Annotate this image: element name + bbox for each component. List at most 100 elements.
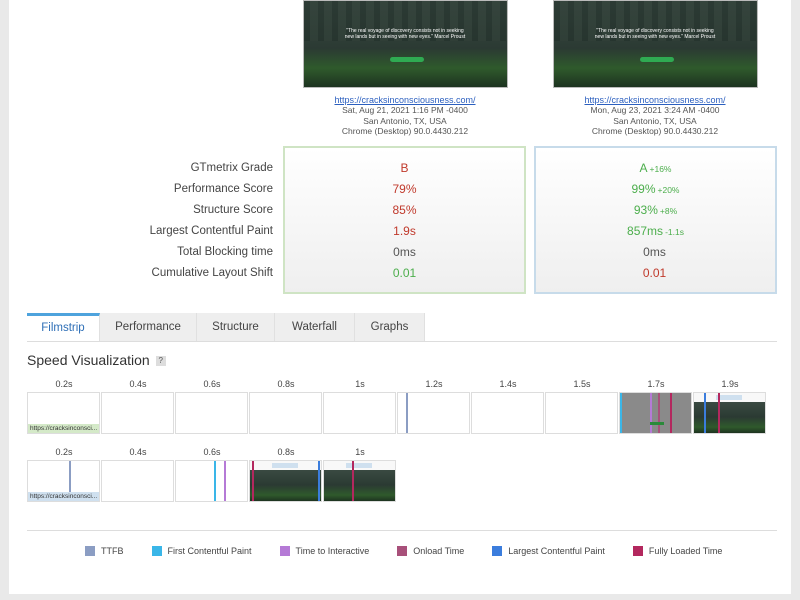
frame-time: 0.8s bbox=[277, 447, 295, 457]
filmstrip-frame[interactable] bbox=[471, 392, 544, 434]
metric-label-grade: GTmetrix Grade bbox=[190, 162, 273, 174]
filmstrip-frame[interactable] bbox=[545, 392, 618, 434]
screenshot-quote: "The real voyage of discovery consists n… bbox=[594, 28, 716, 40]
filmstrip-frame[interactable] bbox=[619, 392, 692, 434]
filmstrip-frame[interactable] bbox=[397, 392, 470, 434]
timing-legend: TTFB First Contentful Paint Time to Inte… bbox=[85, 546, 750, 556]
filmstrip-frame[interactable] bbox=[175, 460, 248, 502]
score-after-grade: A +16% bbox=[536, 158, 775, 179]
frame-time: 0.2s bbox=[55, 379, 73, 389]
score-delta: +20% bbox=[657, 185, 680, 195]
metric-label-performance: Performance Score bbox=[173, 183, 273, 195]
filmstrip-frame[interactable] bbox=[101, 460, 174, 502]
score-after-lcp: 857ms -1.1s bbox=[536, 221, 775, 242]
score-before-grade: B bbox=[285, 158, 524, 179]
score-before-lcp: 1.9s bbox=[285, 221, 524, 242]
tab-waterfall[interactable]: Waterfall bbox=[275, 313, 355, 341]
legend-fcp: First Contentful Paint bbox=[151, 546, 252, 556]
score-delta: -1.1s bbox=[665, 227, 684, 237]
filmstrip-frame[interactable] bbox=[249, 392, 322, 434]
score-after-structure: 93% +8% bbox=[536, 200, 775, 221]
score-before-tbt: 0ms bbox=[285, 242, 524, 263]
report-before-screenshot: "The real voyage of discovery consists n… bbox=[302, 0, 508, 88]
fully-loaded-marker bbox=[352, 461, 354, 501]
frame-time: 0.4s bbox=[129, 447, 147, 457]
report-after-url-link[interactable]: https://cracksinconsciousness.com/ bbox=[584, 95, 726, 105]
score-value: 99% bbox=[631, 182, 656, 196]
legend-fully-loaded: Fully Loaded Time bbox=[632, 546, 722, 556]
legend-label: TTFB bbox=[101, 546, 124, 556]
score-after-tbt: 0ms bbox=[536, 242, 775, 263]
legend-swatch bbox=[85, 546, 95, 556]
legend-ttfb: TTFB bbox=[85, 546, 124, 556]
score-value: 857ms bbox=[627, 224, 664, 238]
report-after-date: Mon, Aug 23, 2021 3:24 AM -0400 bbox=[590, 105, 720, 115]
ttfb-marker bbox=[69, 461, 71, 501]
tti-marker bbox=[650, 393, 652, 433]
score-value: 79% bbox=[392, 182, 417, 196]
speed-visualization-heading: Speed Visualization? bbox=[27, 352, 166, 368]
legend-swatch bbox=[492, 546, 503, 556]
score-after-cls: 0.01 bbox=[536, 263, 775, 284]
screenshot-quote: "The real voyage of discovery consists n… bbox=[344, 28, 466, 40]
scores-after-box: A +16% 99% +20% 93% +8% 857ms -1.1s 0ms 0.01 bbox=[534, 146, 777, 294]
legend-swatch bbox=[279, 546, 290, 556]
legend-swatch bbox=[151, 546, 162, 556]
lcp-marker bbox=[318, 461, 320, 501]
lcp-marker bbox=[704, 393, 706, 433]
report-before: "The real voyage of discovery consists n… bbox=[300, 0, 510, 137]
filmstrip-frame[interactable] bbox=[323, 460, 396, 502]
report-after-screenshot: "The real voyage of discovery consists n… bbox=[552, 0, 758, 88]
filmstrip-frame[interactable] bbox=[323, 392, 396, 434]
score-before-cls: 0.01 bbox=[285, 263, 524, 284]
filmstrip-2-times: 0.2s 0.4s 0.6s 0.8s 1s bbox=[27, 447, 397, 457]
frame-time: 1.7s bbox=[647, 379, 665, 389]
score-value: 0.01 bbox=[642, 266, 667, 280]
score-before-structure: 85% bbox=[285, 200, 524, 221]
frame-time: 1s bbox=[355, 379, 365, 389]
tab-performance[interactable]: Performance bbox=[100, 313, 197, 341]
legend-label: Largest Contentful Paint bbox=[508, 546, 605, 556]
filmstrip-1: https://cracksinconsci... bbox=[27, 392, 767, 434]
filmstrip-frame[interactable] bbox=[175, 392, 248, 434]
frame-time: 0.6s bbox=[203, 379, 221, 389]
report-comparison-page: "The real voyage of discovery consists n… bbox=[9, 0, 791, 594]
report-after: "The real voyage of discovery consists n… bbox=[550, 0, 760, 137]
fully-loaded-marker bbox=[252, 461, 254, 501]
tab-divider bbox=[27, 341, 777, 342]
score-delta: +8% bbox=[659, 206, 678, 216]
score-value: 0ms bbox=[393, 245, 416, 259]
filmstrip-1-times: 0.2s 0.4s 0.6s 0.8s 1s 1.2s 1.4s 1.5s 1.… bbox=[27, 379, 767, 389]
frame-time: 0.4s bbox=[129, 379, 147, 389]
frame-time: 1s bbox=[355, 447, 365, 457]
screenshot-button bbox=[389, 57, 424, 62]
site-logo bbox=[716, 395, 742, 400]
frame-time: 1.9s bbox=[721, 379, 739, 389]
site-logo bbox=[272, 463, 298, 468]
forest-background bbox=[553, 1, 757, 41]
report-before-url-link[interactable]: https://cracksinconsciousness.com/ bbox=[334, 95, 476, 105]
help-icon[interactable]: ? bbox=[155, 356, 166, 366]
metric-label-lcp: Largest Contentful Paint bbox=[149, 225, 273, 237]
fully-loaded-marker bbox=[670, 393, 672, 433]
filmstrip-frame[interactable] bbox=[249, 460, 322, 502]
metric-label-tbt: Total Blocking time bbox=[177, 246, 273, 258]
score-value: 1.9s bbox=[393, 224, 416, 238]
site-logo bbox=[346, 463, 372, 468]
scores-before-rows: B 79% 85% 1.9s 0ms 0.01 bbox=[285, 158, 524, 284]
tab-structure[interactable]: Structure bbox=[197, 313, 275, 341]
filmstrip-frame[interactable]: https://cracksinconsci... bbox=[27, 392, 100, 434]
filmstrip-frame[interactable]: https://cracksinconsci... bbox=[27, 460, 100, 502]
filmstrip-frame[interactable] bbox=[693, 392, 766, 434]
legend-swatch bbox=[632, 546, 643, 556]
legend-label: Onload Time bbox=[413, 546, 465, 556]
filmstrip-frame[interactable] bbox=[101, 392, 174, 434]
tab-graphs[interactable]: Graphs bbox=[355, 313, 425, 341]
frame-time: 0.6s bbox=[203, 447, 221, 457]
score-value: 85% bbox=[392, 203, 417, 217]
report-before-date: Sat, Aug 21, 2021 1:16 PM -0400 bbox=[342, 105, 468, 115]
tab-filmstrip[interactable]: Filmstrip bbox=[27, 313, 100, 341]
score-value: 93% bbox=[633, 203, 658, 217]
legend-tti: Time to Interactive bbox=[279, 546, 369, 556]
legend-lcp: Largest Contentful Paint bbox=[492, 546, 605, 556]
